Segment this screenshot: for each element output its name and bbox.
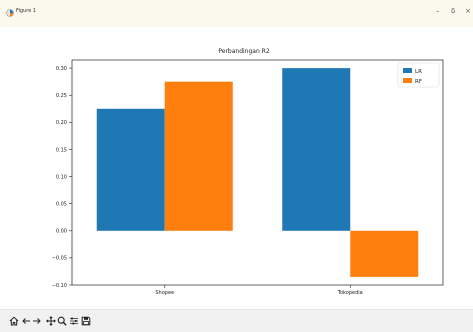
y-tick-label: 0.20 bbox=[56, 120, 67, 126]
close-button[interactable]: × bbox=[465, 7, 471, 15]
x-axis: Shopee Tokopedia bbox=[155, 285, 363, 296]
legend-label-rf: RF bbox=[415, 79, 422, 85]
legend-label-lr: LR bbox=[415, 69, 422, 75]
matplotlib-app-icon bbox=[6, 9, 14, 17]
navigation-toolbar bbox=[0, 309, 473, 332]
legend: LR RF bbox=[397, 62, 440, 88]
maximize-button[interactable]: δ bbox=[451, 7, 456, 15]
back-arrow-icon[interactable] bbox=[21, 316, 31, 326]
y-tick-label: 0.15 bbox=[56, 147, 67, 153]
bars bbox=[96, 68, 419, 277]
chart-title: Perbandingan R2 bbox=[218, 48, 269, 55]
plot-frame bbox=[71, 59, 444, 286]
y-tick-label: 0.30 bbox=[56, 66, 67, 72]
legend-swatch-rf bbox=[403, 78, 412, 83]
pan-icon[interactable] bbox=[46, 316, 56, 326]
y-tick-label: 0.00 bbox=[56, 229, 67, 235]
configure-subplots-icon[interactable] bbox=[69, 316, 79, 326]
y-axis: 0.30 0.25 0.20 0.15 0.10 0.05 0.00 −0.05 −0.10 bbox=[52, 66, 72, 289]
bar-lr-shopee bbox=[96, 108, 165, 231]
legend-swatch-lr bbox=[403, 68, 412, 73]
window-titlebar: Figure 1 – δ × bbox=[0, 0, 473, 27]
x-tick-label: Tokopedia bbox=[337, 290, 363, 296]
y-tick-label: 0.05 bbox=[56, 201, 67, 207]
bar-lr-tokopedia bbox=[282, 68, 351, 231]
y-tick-label: 0.25 bbox=[56, 93, 67, 99]
y-tick-label: −0.05 bbox=[52, 256, 67, 262]
forward-arrow-icon[interactable] bbox=[32, 316, 42, 326]
figure-canvas: Perbandingan R2 0.30 0.25 0.20 0.15 0.10 0.05… bbox=[0, 27, 473, 309]
bar-rf-shopee bbox=[164, 81, 233, 231]
minimize-button[interactable]: – bbox=[436, 7, 440, 15]
bar-rf-tokopedia bbox=[350, 230, 419, 277]
x-tick-label: Shopee bbox=[155, 290, 174, 296]
window-title: Figure 1 bbox=[16, 8, 37, 14]
y-tick-label: −0.10 bbox=[52, 283, 67, 289]
bar-chart: Perbandingan R2 0.30 0.25 0.20 0.15 0.10 0.05… bbox=[52, 48, 444, 296]
zoom-icon[interactable] bbox=[57, 316, 67, 326]
save-icon[interactable] bbox=[81, 316, 91, 326]
home-icon[interactable] bbox=[9, 316, 19, 326]
y-tick-label: 0.10 bbox=[56, 174, 67, 180]
